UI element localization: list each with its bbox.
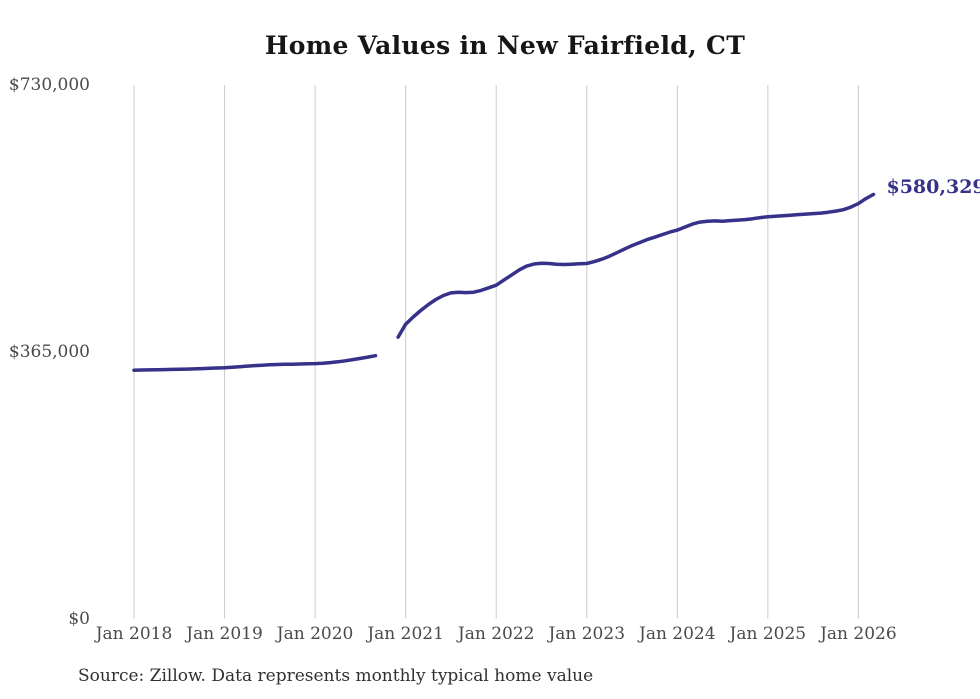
x-tick-label: Jan 2021 (367, 624, 444, 644)
home-value-line (396, 192, 876, 339)
y-tick-label: $365,000 (8, 341, 90, 362)
x-tick-label: Jan 2023 (548, 624, 626, 644)
x-tick-label: Jan 2019 (186, 624, 263, 644)
x-tick-label: Jan 2025 (729, 624, 807, 644)
x-tick-label: Jan 2022 (457, 624, 535, 644)
x-tick-label: Jan 2020 (276, 624, 354, 644)
x-tick-label: Jan 2026 (820, 624, 897, 644)
latest-value-label: $580,329 (886, 175, 980, 198)
x-tick-label: Jan 2018 (95, 624, 173, 644)
x-tick-label: Jan 2024 (639, 624, 716, 644)
home-value-line (132, 353, 378, 372)
y-tick-label: $730,000 (8, 75, 90, 95)
chart-title: Home Values in New Fairfield, CT (264, 31, 746, 60)
series-group (132, 192, 876, 372)
gridlines-group (133, 85, 859, 619)
y-tick-label: $0 (68, 608, 90, 629)
source-note: Source: Zillow. Data represents monthly … (78, 666, 594, 686)
